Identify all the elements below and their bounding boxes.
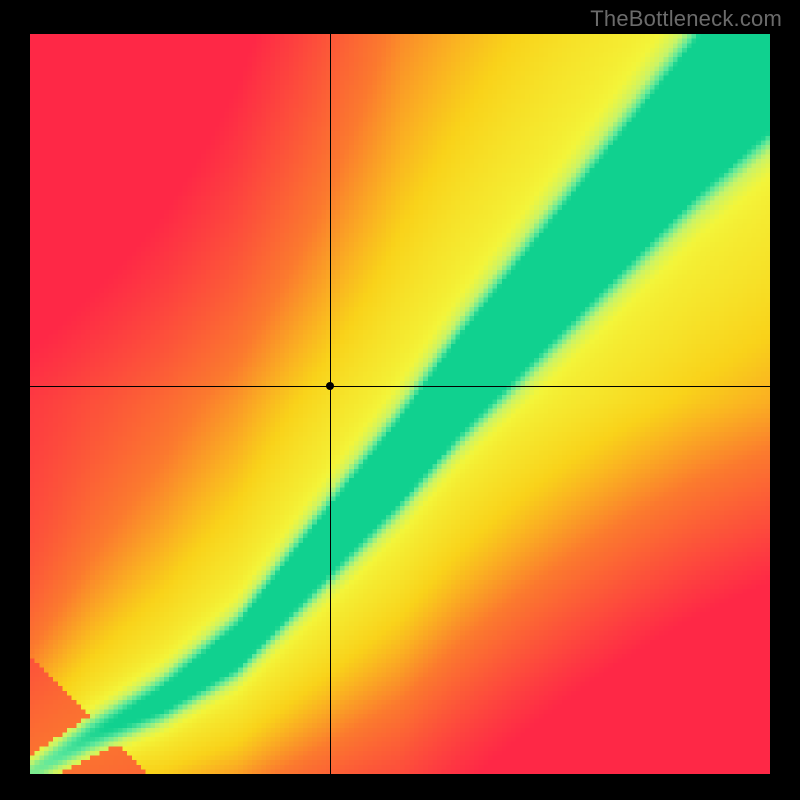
crosshair-point [326, 382, 334, 390]
heatmap-canvas [30, 34, 770, 774]
watermark-text: TheBottleneck.com [590, 6, 782, 32]
crosshair-horizontal [30, 386, 770, 387]
crosshair-vertical [330, 34, 331, 774]
plot-area [30, 34, 770, 774]
chart-container: TheBottleneck.com [0, 0, 800, 800]
